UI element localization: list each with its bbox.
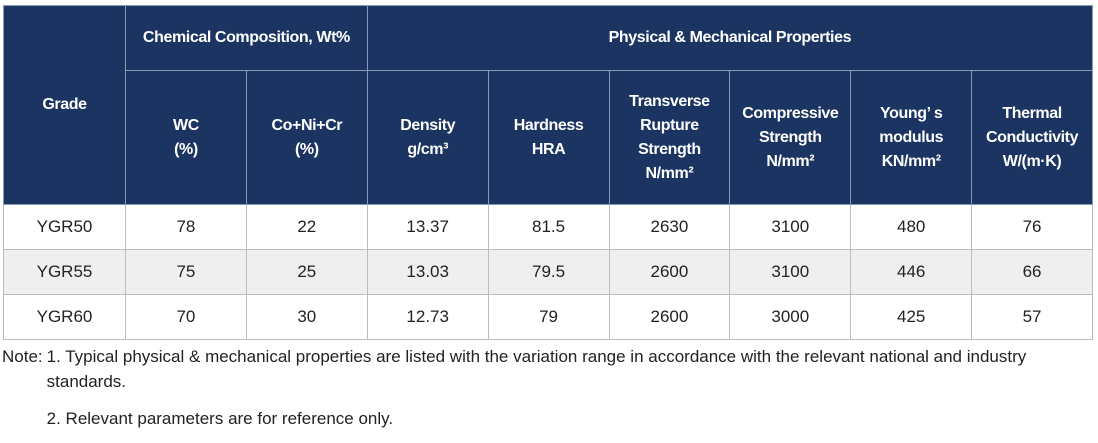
properties-table: Grade Chemical Composition, Wt% Physical…	[3, 5, 1094, 340]
table-cell: 446	[850, 249, 973, 295]
column-header: Transverse Rupture Strength N/mm²	[608, 70, 731, 205]
table-row: YGR50 78 22 13.37 81.5 2630 3100 480 76	[3, 204, 1093, 250]
table-cell: 425	[850, 294, 973, 340]
table-cell: 30	[245, 294, 368, 340]
group-header: Physical & Mechanical Properties	[366, 5, 1094, 71]
table-cell: 78	[125, 204, 247, 250]
note-item: 2. Relevant parameters are for reference…	[46, 409, 394, 428]
table-cell: 70	[125, 294, 247, 340]
table-cell: 480	[850, 204, 973, 250]
table-cell: 3100	[729, 249, 852, 295]
table-header: Grade Chemical Composition, Wt% Physical…	[3, 5, 1094, 205]
table-cell: 79.5	[487, 249, 610, 295]
column-header: Young’ s modulus KN/mm²	[850, 70, 973, 205]
table-cell: 13.03	[366, 249, 489, 295]
table-cell: 12.73	[366, 294, 489, 340]
note-label: Note:	[2, 347, 43, 366]
table-cell: 57	[971, 294, 1093, 340]
table-cell: 3100	[729, 204, 852, 250]
notes: Note: 1. Typical physical & mechanical p…	[2, 344, 1096, 443]
table-cell: YGR50	[3, 204, 126, 250]
table-cell: 2600	[608, 249, 731, 295]
table-cell: 75	[125, 249, 247, 295]
note-list: 1. Typical physical & mechanical propert…	[43, 344, 1096, 443]
table-cell: 66	[971, 249, 1093, 295]
table-row: YGR60 70 30 12.73 79 2600 3000 425 57	[3, 294, 1093, 340]
note-item: 1. Typical physical & mechanical propert…	[46, 347, 1027, 391]
table-cell: 79	[487, 294, 610, 340]
table-cell: 76	[971, 204, 1093, 250]
table-cell: 25	[245, 249, 368, 295]
table-cell: 22	[245, 204, 368, 250]
column-header: Hardness HRA	[487, 70, 610, 205]
table-cell: YGR55	[3, 249, 126, 295]
column-header: WC (%)	[125, 70, 247, 205]
column-header: Co+Ni+Cr (%)	[245, 70, 368, 205]
column-header: Density g/cm³	[366, 70, 489, 205]
table-cell: 3000	[729, 294, 852, 340]
table-cell: 2600	[608, 294, 731, 340]
table-row: YGR55 75 25 13.03 79.5 2600 3100 446 66	[3, 249, 1093, 295]
column-row: WC (%) Co+Ni+Cr (%) Density g/cm³ Hardness …	[4, 70, 1093, 205]
table-cell: 2630	[608, 204, 731, 250]
group-row: Grade Chemical Composition, Wt% Physical…	[3, 5, 1094, 205]
grade-header: Grade	[3, 5, 126, 205]
column-header: Compressive Strength N/mm²	[729, 70, 852, 205]
table-body: YGR50 78 22 13.37 81.5 2630 3100 480 76 YGR55 75 25…	[3, 204, 1093, 340]
table-cell: 13.37	[366, 204, 489, 250]
column-header: Thermal Conductivity W/(m·K)	[971, 70, 1093, 205]
table-cell: 81.5	[487, 204, 610, 250]
table-cell: YGR60	[3, 294, 126, 340]
group-header: Chemical Composition, Wt%	[125, 5, 368, 71]
